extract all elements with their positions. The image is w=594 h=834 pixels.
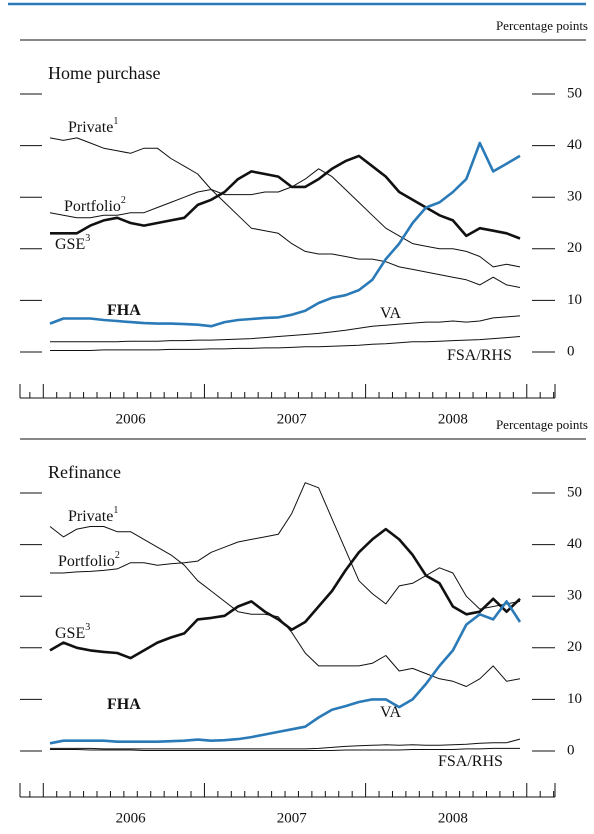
series-line bbox=[50, 738, 521, 750]
series-label: GSE3 bbox=[55, 622, 90, 641]
y-tick-label: 50 bbox=[567, 484, 582, 500]
y-tick-label: 20 bbox=[567, 639, 582, 655]
series-label: GSE3 bbox=[55, 233, 90, 252]
series-line bbox=[49, 526, 521, 687]
y-axis-unit: Percentage points bbox=[496, 417, 588, 432]
series-line bbox=[50, 315, 521, 343]
series-label: VA bbox=[380, 305, 401, 322]
x-tick-label: 2007 bbox=[277, 810, 308, 826]
series-line bbox=[49, 137, 521, 288]
series-footnote: 2 bbox=[121, 195, 126, 206]
series-name: FSA/RHS bbox=[447, 347, 512, 364]
series-line bbox=[49, 527, 521, 660]
series-name: Portfolio bbox=[58, 553, 115, 570]
y-tick-label: 10 bbox=[567, 691, 582, 707]
series-line bbox=[49, 141, 521, 328]
series-line bbox=[50, 747, 520, 751]
series-name: VA bbox=[380, 704, 401, 721]
series-line bbox=[49, 168, 521, 268]
panel-title: Refinance bbox=[48, 462, 121, 482]
series-name: FSA/RHS bbox=[438, 753, 503, 770]
y-tick-label: 0 bbox=[567, 343, 575, 359]
series-footnote: 2 bbox=[115, 550, 120, 561]
y-tick-label: 20 bbox=[567, 240, 582, 256]
y-tick-label: 30 bbox=[567, 588, 582, 604]
y-tick-label: 30 bbox=[567, 189, 582, 205]
series-label: Portfolio2 bbox=[58, 550, 120, 569]
series-label: FSA/RHS bbox=[447, 347, 512, 364]
series-label: FHA bbox=[107, 302, 141, 319]
y-tick-label: 10 bbox=[567, 292, 582, 308]
series-label: Private1 bbox=[68, 116, 118, 135]
y-tick-label: 40 bbox=[567, 137, 582, 153]
series-name: GSE bbox=[55, 236, 85, 253]
panel-title: Home purchase bbox=[48, 63, 160, 83]
x-tick-label: 2006 bbox=[116, 411, 147, 427]
series-footnote: 1 bbox=[113, 505, 118, 516]
y-tick-label: 40 bbox=[567, 536, 582, 552]
x-tick-label: 2008 bbox=[438, 411, 468, 427]
y-axis-unit: Percentage points bbox=[496, 18, 588, 33]
series-label: Portfolio2 bbox=[64, 195, 126, 214]
series-footnote: 3 bbox=[85, 622, 90, 633]
series-line bbox=[50, 154, 521, 240]
series-name: FHA bbox=[107, 302, 141, 319]
series-name: Private bbox=[68, 508, 113, 525]
series-footnote: 1 bbox=[113, 116, 118, 127]
series-name: Portfolio bbox=[64, 198, 121, 215]
series-line bbox=[49, 600, 522, 745]
x-tick-label: 2008 bbox=[438, 810, 468, 826]
series-label: Private1 bbox=[68, 505, 118, 524]
x-tick-label: 2007 bbox=[277, 411, 308, 427]
series-line bbox=[50, 482, 521, 610]
x-tick-label: 2006 bbox=[116, 810, 147, 826]
series-label: FHA bbox=[107, 696, 141, 713]
series-line bbox=[50, 336, 521, 351]
series-name: VA bbox=[380, 305, 401, 322]
series-footnote: 3 bbox=[85, 233, 90, 244]
y-tick-label: 50 bbox=[567, 85, 582, 101]
series-name: Private bbox=[68, 119, 113, 136]
series-label: FSA/RHS bbox=[438, 753, 503, 770]
series-name: FHA bbox=[107, 696, 141, 713]
series-label: VA bbox=[380, 704, 401, 721]
y-tick-label: 0 bbox=[567, 742, 575, 758]
series-name: GSE bbox=[55, 625, 85, 642]
